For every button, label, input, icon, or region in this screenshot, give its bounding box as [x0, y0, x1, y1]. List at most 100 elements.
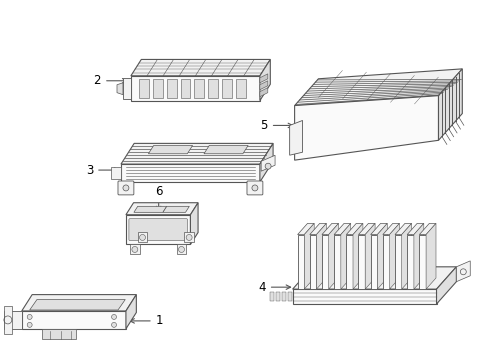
- Polygon shape: [153, 79, 163, 98]
- Polygon shape: [134, 206, 167, 212]
- Polygon shape: [359, 224, 375, 235]
- Polygon shape: [121, 164, 260, 182]
- Polygon shape: [456, 261, 470, 282]
- Circle shape: [132, 247, 138, 252]
- Polygon shape: [310, 224, 326, 235]
- Polygon shape: [293, 289, 437, 304]
- Polygon shape: [163, 206, 189, 212]
- Polygon shape: [42, 329, 76, 339]
- Polygon shape: [139, 79, 149, 98]
- Polygon shape: [148, 145, 193, 154]
- Circle shape: [265, 163, 271, 169]
- Polygon shape: [419, 235, 426, 289]
- FancyBboxPatch shape: [247, 181, 263, 195]
- Polygon shape: [191, 203, 198, 244]
- Polygon shape: [407, 224, 424, 235]
- Polygon shape: [260, 81, 268, 90]
- Polygon shape: [359, 235, 365, 289]
- Polygon shape: [4, 306, 12, 334]
- Polygon shape: [304, 224, 314, 289]
- Text: 4: 4: [258, 281, 291, 294]
- Polygon shape: [294, 96, 439, 160]
- Polygon shape: [419, 224, 436, 235]
- Circle shape: [140, 234, 146, 240]
- Circle shape: [252, 185, 258, 191]
- Polygon shape: [334, 224, 351, 235]
- Polygon shape: [402, 224, 412, 289]
- Polygon shape: [184, 233, 194, 242]
- Polygon shape: [236, 79, 246, 98]
- Polygon shape: [353, 224, 363, 289]
- FancyBboxPatch shape: [118, 181, 134, 195]
- Polygon shape: [439, 69, 462, 140]
- Polygon shape: [222, 79, 232, 98]
- Text: 2: 2: [94, 74, 127, 87]
- Polygon shape: [310, 235, 317, 289]
- Polygon shape: [270, 292, 274, 301]
- Circle shape: [112, 323, 117, 327]
- Polygon shape: [123, 78, 131, 99]
- Polygon shape: [204, 145, 248, 154]
- Polygon shape: [383, 224, 399, 235]
- Polygon shape: [208, 79, 218, 98]
- Polygon shape: [121, 143, 273, 164]
- Polygon shape: [334, 235, 341, 289]
- Circle shape: [186, 234, 192, 240]
- Polygon shape: [180, 79, 191, 98]
- Polygon shape: [370, 224, 387, 235]
- Polygon shape: [414, 224, 424, 289]
- Polygon shape: [126, 215, 191, 244]
- Text: 1: 1: [130, 314, 163, 327]
- Polygon shape: [22, 294, 136, 311]
- Polygon shape: [395, 224, 412, 235]
- Polygon shape: [322, 235, 329, 289]
- Polygon shape: [260, 74, 268, 83]
- Text: 6: 6: [155, 185, 162, 211]
- Circle shape: [27, 323, 32, 327]
- Polygon shape: [370, 235, 377, 289]
- Polygon shape: [167, 79, 176, 98]
- Polygon shape: [317, 224, 326, 289]
- Polygon shape: [131, 59, 270, 76]
- Polygon shape: [293, 267, 456, 289]
- Polygon shape: [126, 203, 198, 215]
- Polygon shape: [117, 83, 123, 95]
- Polygon shape: [22, 311, 126, 329]
- Text: 5: 5: [261, 119, 293, 132]
- Text: 3: 3: [86, 163, 119, 176]
- Circle shape: [27, 314, 32, 319]
- Polygon shape: [288, 292, 292, 301]
- Polygon shape: [130, 244, 140, 255]
- Polygon shape: [426, 224, 436, 289]
- FancyBboxPatch shape: [129, 219, 188, 240]
- Polygon shape: [30, 300, 125, 310]
- Polygon shape: [297, 235, 304, 289]
- Polygon shape: [407, 235, 414, 289]
- Polygon shape: [437, 267, 456, 304]
- Polygon shape: [290, 121, 302, 155]
- Polygon shape: [195, 79, 204, 98]
- Polygon shape: [260, 143, 273, 182]
- Circle shape: [112, 314, 117, 319]
- Polygon shape: [329, 224, 339, 289]
- Polygon shape: [261, 155, 275, 171]
- Polygon shape: [282, 292, 286, 301]
- Polygon shape: [276, 292, 280, 301]
- Polygon shape: [131, 76, 260, 100]
- Polygon shape: [322, 224, 339, 235]
- Polygon shape: [297, 224, 314, 235]
- Polygon shape: [377, 224, 387, 289]
- Polygon shape: [341, 224, 351, 289]
- Circle shape: [178, 247, 184, 252]
- Polygon shape: [390, 224, 399, 289]
- Polygon shape: [365, 224, 375, 289]
- Polygon shape: [346, 235, 353, 289]
- Polygon shape: [395, 235, 402, 289]
- Polygon shape: [346, 224, 363, 235]
- Polygon shape: [126, 294, 136, 329]
- Polygon shape: [138, 233, 147, 242]
- Polygon shape: [383, 235, 390, 289]
- Polygon shape: [176, 244, 187, 255]
- Polygon shape: [260, 88, 268, 96]
- Circle shape: [123, 185, 129, 191]
